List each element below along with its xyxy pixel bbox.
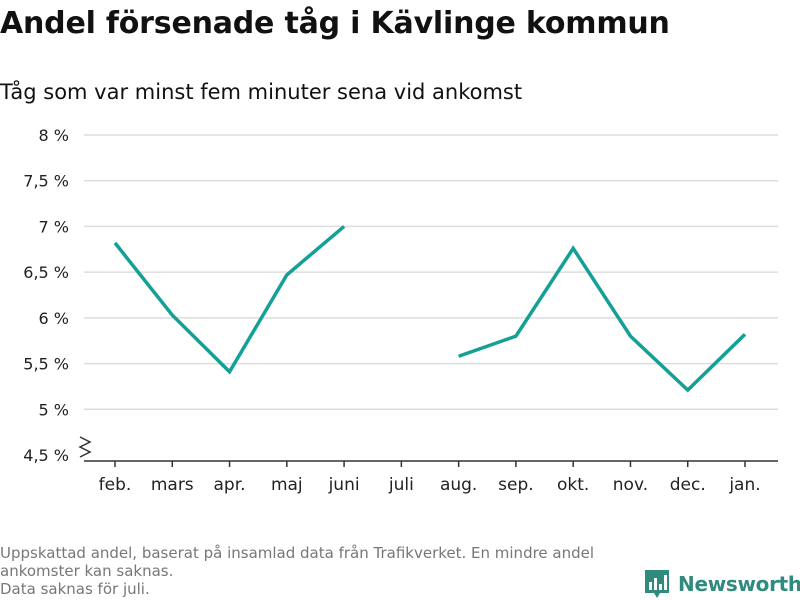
x-tick-label: dec. <box>670 475 706 495</box>
chart-subtitle: Tåg som var minst fem minuter sena vid a… <box>0 80 523 104</box>
axis-break-icon <box>78 436 92 458</box>
chart-title: Andel försenade tåg i Kävlinge kommun <box>0 6 670 41</box>
x-axis <box>78 436 778 462</box>
series-line <box>113 225 346 375</box>
y-tick-label: 7 % <box>39 217 69 236</box>
footnote: Uppskattad andel, baserat på insamlad da… <box>0 544 640 598</box>
footnote-line: ankomster kan saknas. <box>0 562 174 580</box>
bar-chart-logo-icon <box>645 570 669 598</box>
y-axis-tick-labels: 4,5 % 5 % 5,5 % 6 % 6,5 % 7 % 7,5 % 8 % <box>23 126 69 465</box>
line-chart: 4,5 % 5 % 5,5 % 6 % 6,5 % 7 % 7,5 % 8 % feb. mar… <box>23 126 778 495</box>
x-axis-tick-labels: feb. mars apr. maj juni juli aug. sep. okt. nov. d… <box>99 461 761 495</box>
y-tick-label: 5 % <box>39 400 69 419</box>
y-tick-label: 5,5 % <box>23 355 69 374</box>
y-tick-label: 4,5 % <box>23 446 69 465</box>
x-tick-label: feb. <box>99 475 132 495</box>
x-tick-label: juli <box>388 475 414 495</box>
brand-name: Newsworthy <box>678 572 800 596</box>
x-tick-label: aug. <box>440 475 477 495</box>
y-tick-label: 8 % <box>39 126 69 145</box>
x-tick-label: sep. <box>498 475 534 495</box>
x-tick-label: okt. <box>557 475 589 495</box>
y-tick-label: 7,5 % <box>23 172 69 191</box>
x-tick-label: juni <box>328 475 360 495</box>
series-line <box>458 245 747 393</box>
x-tick-label: nov. <box>613 475 648 495</box>
footnote-line: Data saknas för juli. <box>0 580 150 598</box>
y-tick-label: 6,5 % <box>23 263 69 282</box>
footnote-line: Uppskattad andel, baserat på insamlad da… <box>0 544 595 562</box>
gridlines <box>84 134 778 411</box>
y-tick-label: 6 % <box>39 309 69 328</box>
x-tick-label: apr. <box>214 475 246 495</box>
x-tick-label: jan. <box>728 475 760 495</box>
data-series <box>113 225 747 393</box>
x-tick-label: mars <box>151 475 194 495</box>
brand-logo[interactable]: Newsworthy <box>644 568 800 600</box>
x-tick-label: maj <box>271 475 303 495</box>
